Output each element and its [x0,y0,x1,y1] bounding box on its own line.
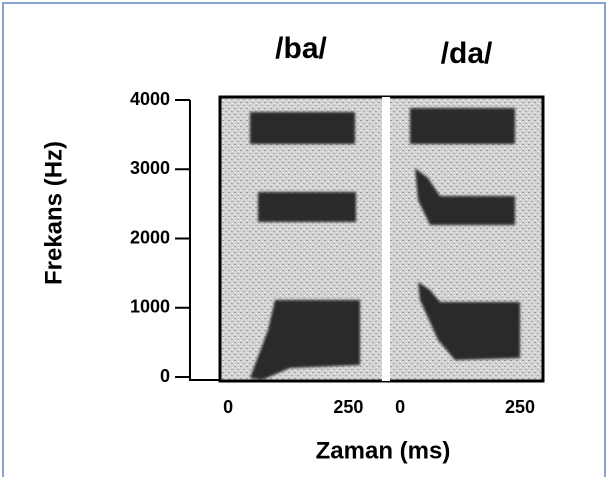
x-tick-label: 250 [505,397,535,417]
y-tick-label: 2000 [130,227,170,247]
y-axis [189,100,220,381]
y-axis-label: Frekans (Hz) [40,141,67,285]
x-tick-label: 0 [395,397,405,417]
panel-title: /da/ [441,37,493,70]
spectrogram-da [390,97,543,381]
panel-title: /ba/ [275,32,327,65]
y-tick-label: 3000 [130,158,170,178]
x-tick-label: 0 [223,397,233,417]
y-tick-label: 1000 [130,297,170,317]
y-tick-label: 4000 [130,89,170,109]
plot-border [218,95,545,383]
spectrogram-ba [220,97,382,381]
x-axis-label: Zaman (ms) [316,437,451,464]
panel-gap [382,97,390,381]
y-tick-label: 0 [160,366,170,386]
x-tick-label: 250 [333,397,363,417]
